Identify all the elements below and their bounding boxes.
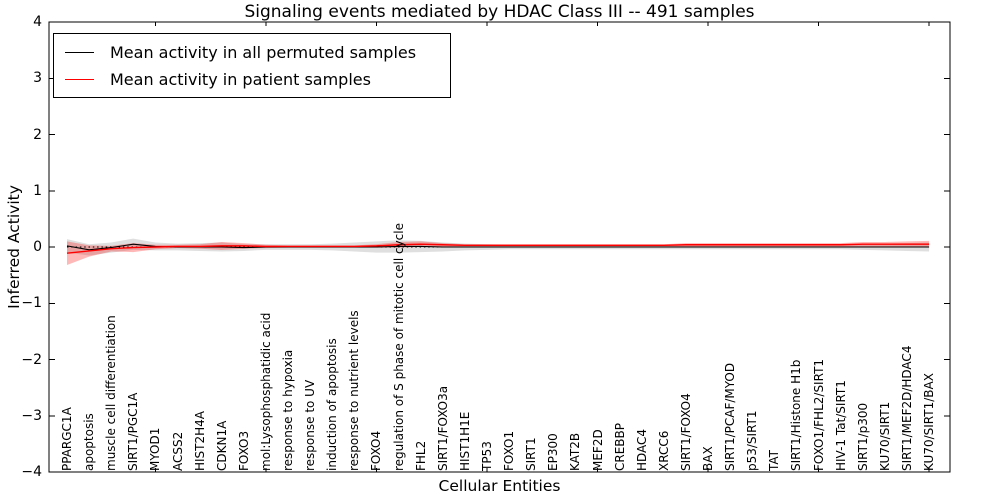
x-tick-label: FOXO4 <box>369 430 384 471</box>
x-tick-label: apoptosis <box>82 413 97 471</box>
x-tick-label: response to hypoxia <box>281 349 296 471</box>
patient-mean-line <box>66 243 930 254</box>
x-tick-label: response to nutrient levels <box>347 310 362 471</box>
x-tick-label: SIRT1/FOXO4 <box>678 393 693 471</box>
y-tick-label: −2 <box>21 351 42 368</box>
x-tick-label: HIV-1 Tat/SIRT1 <box>833 380 848 471</box>
x-tick-label: HDAC4 <box>634 428 649 471</box>
x-tick-label: FOXO1 <box>502 430 517 471</box>
legend-label-permuted: Mean activity in all permuted samples <box>110 43 417 62</box>
x-tick-label: KU70/SIRT1/BAX <box>922 373 937 471</box>
x-tick-label: HIST2H4A <box>192 410 207 471</box>
x-tick-label: CREBBP <box>612 423 627 471</box>
x-tick-label: KAT2B <box>568 432 583 471</box>
x-tick-label: CDKN1A <box>214 420 229 471</box>
x-tick-label: induction of apoptosis <box>325 338 340 471</box>
x-tick-label: HIST1H1E <box>457 411 472 471</box>
legend-line-black-icon <box>65 52 94 53</box>
y-tick-label: 1 <box>33 182 42 199</box>
x-tick-label: FHL2 <box>413 440 428 471</box>
x-tick-label: BAX <box>701 446 716 471</box>
x-tick-label: SIRT1/FOXO3a <box>435 385 450 471</box>
x-tick-label: TAT <box>767 449 782 471</box>
x-tick-label: PPARGC1A <box>60 407 74 471</box>
x-tick-label: EP300 <box>546 433 561 471</box>
permuted-mean-line <box>66 243 930 251</box>
x-tick-label: KU70/SIRT1 <box>877 401 892 471</box>
y-tick-label: 4 <box>33 14 42 30</box>
x-tick-label: FOXO3 <box>236 430 251 471</box>
x-axis-label: Cellular Entities <box>438 477 561 495</box>
x-tick-label: SIRT1/Histone H1b <box>789 359 804 471</box>
x-tick-label: SIRT1/PGC1A <box>126 392 141 471</box>
x-tick-label: SIRT1/MEF2D/HDAC4 <box>899 345 914 471</box>
x-tick-label: MYOD1 <box>148 427 163 471</box>
x-tick-label: p53/SIRT1 <box>745 410 760 471</box>
x-tick-label: response to UV <box>303 379 318 471</box>
x-tick-label: FOXO1/FHL2/SIRT1 <box>811 358 826 471</box>
x-tick-label: ACSS2 <box>170 431 185 471</box>
legend: Mean activity in all permuted samples Me… <box>53 33 451 98</box>
x-tick-label: TP53 <box>479 441 494 471</box>
legend-item-permuted: Mean activity in all permuted samples <box>65 39 450 66</box>
x-tick-label: MEF2D <box>590 429 605 471</box>
y-tick-label: −1 <box>21 295 42 312</box>
legend-line-red-icon <box>65 79 94 80</box>
y-tick-label: 0 <box>33 239 42 255</box>
x-tick-label: muscle cell differentiation <box>104 315 119 471</box>
legend-label-patient: Mean activity in patient samples <box>110 70 371 89</box>
x-tick-label: SIRT1 <box>524 437 539 471</box>
y-tick-label: 2 <box>33 126 42 143</box>
x-tick-label: SIRT1/p300 <box>855 402 870 471</box>
x-tick-label: regulation of S phase of mitotic cell cy… <box>391 223 406 471</box>
y-tick-label: −4 <box>21 464 42 480</box>
legend-item-patient: Mean activity in patient samples <box>65 66 450 93</box>
y-tick-label: 3 <box>33 70 42 87</box>
x-tick-label: XRCC6 <box>656 430 671 471</box>
chart-title: Signaling events mediated by HDAC Class … <box>244 2 755 22</box>
y-tick-label: −3 <box>21 407 42 424</box>
x-tick-label: mol:Lysophosphatidic acid <box>258 312 273 471</box>
x-tick-label: SIRT1/PCAF/MYOD <box>723 362 738 471</box>
